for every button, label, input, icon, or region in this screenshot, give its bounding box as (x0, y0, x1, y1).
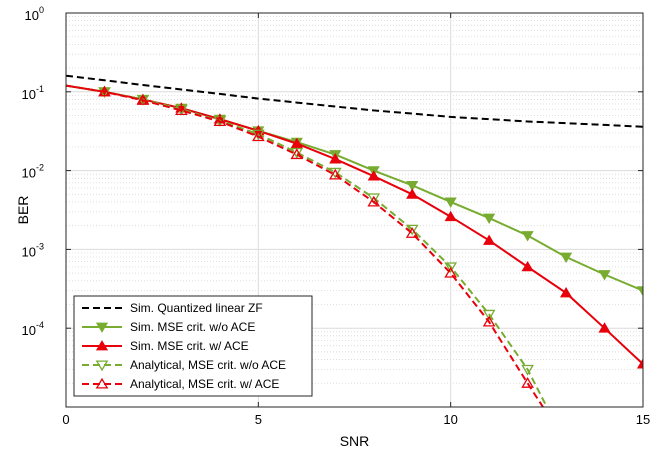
data-point (175, 104, 188, 115)
data-point (483, 213, 496, 224)
legend-marker (95, 322, 109, 333)
data-point (444, 266, 458, 278)
legend-entry: Sim. MSE crit. w/ ACE (82, 339, 249, 353)
data-point (405, 227, 419, 238)
series-line (66, 74, 643, 128)
legend-marker (95, 377, 109, 389)
legend-entry: Analytical, MSE crit. w/o ACE (82, 358, 286, 372)
legend-entry: Analytical, MSE crit. w/ ACE (82, 377, 279, 391)
legend: Sim. Quantized linear ZF Sim. MSE crit. w… (73, 295, 313, 397)
y-tick-label: 10-2 (22, 163, 44, 181)
data-point (136, 94, 150, 105)
data-point (636, 358, 643, 369)
data-point (405, 224, 419, 236)
data-point (521, 364, 534, 376)
legend-entry: Sim. MSE crit. w/o ACE (82, 320, 255, 334)
x-axis-ticks: 0 5 10 15 (62, 13, 650, 427)
data-point (598, 270, 611, 281)
series-4 (66, 84, 544, 407)
legend-label: Sim. MSE crit. w/ ACE (130, 339, 249, 353)
y-tick-label: 100 (25, 5, 44, 23)
x-axis-label: SNR (340, 433, 370, 449)
y-tick-label: 10-3 (22, 241, 44, 259)
data-point (482, 309, 496, 321)
data-point (290, 137, 303, 149)
y-axis-label: BER (15, 196, 31, 225)
data-point (406, 188, 419, 199)
y-tick-label: 10-4 (22, 320, 44, 338)
data-point (559, 287, 573, 298)
x-tick-label: 15 (636, 412, 650, 427)
series-line (66, 84, 643, 365)
data-point (521, 260, 534, 272)
legend-label: Analytical, MSE crit. w/ ACE (130, 377, 279, 391)
data-point (328, 168, 342, 180)
data-point (521, 231, 534, 242)
data-point (367, 193, 381, 205)
data-point (367, 170, 380, 181)
data-point (598, 322, 611, 333)
data-point (559, 252, 573, 263)
series-line (66, 84, 548, 407)
legend-label: Analytical, MSE crit. w/o ACE (130, 358, 286, 372)
data-point (482, 315, 496, 327)
x-tick-label: 5 (255, 412, 262, 427)
data-point (251, 129, 265, 141)
legend-marker (95, 360, 109, 372)
series-line (66, 84, 544, 407)
data-point (521, 377, 534, 388)
data-point (329, 153, 342, 164)
data-point (213, 115, 227, 127)
data-point (290, 148, 304, 160)
data-point (367, 195, 381, 207)
legend-entry: Sim. Quantized linear ZF (82, 301, 263, 315)
data-point (636, 286, 643, 297)
data-point (444, 262, 458, 274)
data-point (444, 197, 457, 208)
legend-label: Sim. Quantized linear ZF (130, 301, 263, 315)
data-point (98, 85, 111, 97)
x-tick-label: 0 (62, 412, 69, 427)
legend-marker (95, 340, 109, 351)
data-point (406, 180, 419, 192)
series-0 (66, 74, 643, 128)
data-point (328, 167, 342, 179)
legend-label: Sim. MSE crit. w/o ACE (130, 320, 255, 334)
data-point (483, 234, 496, 245)
plot-frame (65, 12, 644, 408)
y-tick-label: 10-1 (22, 84, 44, 102)
data-point (444, 210, 457, 222)
series-layer (66, 74, 643, 407)
x-tick-label: 10 (443, 412, 457, 427)
data-point (251, 130, 265, 142)
